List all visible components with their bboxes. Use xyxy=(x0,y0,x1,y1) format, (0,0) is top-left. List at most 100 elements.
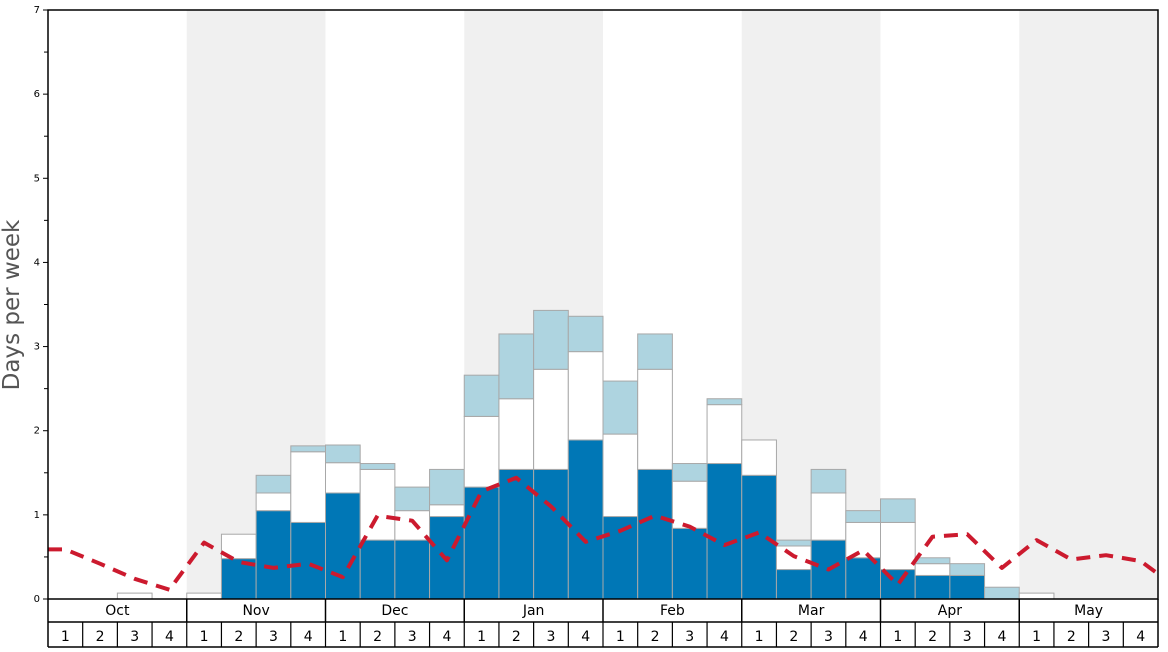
bar-dec-3-segment-1 xyxy=(394,539,431,600)
y-tick-label-0: 0 xyxy=(34,594,40,605)
bar-feb-3-segment-2 xyxy=(671,480,708,529)
month-label-apr: Apr xyxy=(938,603,962,619)
y-tick-label-6: 6 xyxy=(34,89,40,100)
week-label-apr-2: 2 xyxy=(928,629,937,645)
bar-jan-3-segment-3 xyxy=(533,309,569,370)
bar-jan-3-segment-1 xyxy=(533,468,569,600)
week-label-nov-4: 4 xyxy=(304,629,313,645)
bar-apr-3-segment-3 xyxy=(949,563,986,576)
bar-dec-4-segment-3 xyxy=(429,468,465,506)
bar-jan-1-segment-1 xyxy=(463,486,500,600)
bar-nov-4-segment-2 xyxy=(290,451,326,523)
bar-jan-3-segment-2 xyxy=(533,368,569,470)
bar-mar-3-segment-3 xyxy=(810,468,847,494)
bar-jan-2-segment-2 xyxy=(498,398,535,470)
week-label-nov-1: 1 xyxy=(200,629,209,645)
week-label-oct-4: 4 xyxy=(165,629,174,645)
bar-nov-3-segment-3 xyxy=(255,474,292,494)
week-label-jan-3: 3 xyxy=(547,629,556,645)
bar-mar-4-segment-1 xyxy=(845,557,881,600)
bar-dec-3-segment-2 xyxy=(394,510,431,541)
week-label-feb-3: 3 xyxy=(685,629,694,645)
y-tick-label-5: 5 xyxy=(34,173,40,184)
bar-feb-4-segment-2 xyxy=(706,404,743,465)
bar-mar-3-segment-2 xyxy=(810,492,847,541)
bar-jan-1-segment-2 xyxy=(463,415,500,488)
week-label-may-3: 3 xyxy=(1102,629,1111,645)
month-band-may xyxy=(1019,10,1158,599)
month-label-dec: Dec xyxy=(381,603,408,619)
bar-jan-2-segment-3 xyxy=(498,333,535,400)
week-label-may-1: 1 xyxy=(1032,629,1041,645)
bar-dec-1-segment-1 xyxy=(325,492,361,600)
bar-feb-3-segment-1 xyxy=(671,527,708,600)
bar-jan-2-segment-1 xyxy=(498,468,535,600)
bar-mar-4-segment-2 xyxy=(845,521,881,559)
week-label-may-2: 2 xyxy=(1067,629,1076,645)
month-label-mar: Mar xyxy=(798,603,825,619)
week-label-feb-4: 4 xyxy=(720,629,729,645)
bar-mar-2-segment-1 xyxy=(775,569,812,600)
bar-feb-2-segment-3 xyxy=(637,333,673,370)
week-label-feb-1: 1 xyxy=(616,629,625,645)
y-axis-label: Days per week xyxy=(0,219,25,390)
bar-apr-2-segment-3 xyxy=(914,557,951,565)
y-tick-label-2: 2 xyxy=(34,426,40,437)
month-label-feb: Feb xyxy=(660,603,685,619)
bar-feb-4-segment-3 xyxy=(706,398,743,406)
week-label-oct-2: 2 xyxy=(96,629,105,645)
week-label-jan-2: 2 xyxy=(512,629,521,645)
week-label-jan-1: 1 xyxy=(477,629,486,645)
month-band-oct xyxy=(48,10,187,599)
week-label-nov-3: 3 xyxy=(269,629,278,645)
bar-feb-1-segment-2 xyxy=(602,433,639,518)
bar-apr-2-segment-2 xyxy=(914,563,951,576)
week-label-oct-3: 3 xyxy=(130,629,139,645)
week-label-nov-2: 2 xyxy=(234,629,243,645)
bar-nov-3-segment-1 xyxy=(255,510,292,600)
y-tick-label-1: 1 xyxy=(34,510,40,521)
month-label-nov: Nov xyxy=(242,603,269,619)
week-label-apr-3: 3 xyxy=(963,629,972,645)
bar-mar-4-segment-3 xyxy=(845,510,881,523)
bar-oct-3-segment-2 xyxy=(116,592,153,600)
bar-may-1-segment-2 xyxy=(1018,592,1055,600)
month-label-may: May xyxy=(1074,603,1103,619)
bar-apr-4-segment-3 xyxy=(984,586,1020,600)
month-label-oct: Oct xyxy=(105,603,130,619)
bar-feb-2-segment-1 xyxy=(637,468,673,600)
bar-apr-1-segment-3 xyxy=(880,498,916,523)
bar-dec-2-segment-1 xyxy=(359,539,396,600)
week-label-apr-1: 1 xyxy=(893,629,902,645)
bar-nov-4-segment-1 xyxy=(290,521,326,600)
bar-dec-1-segment-3 xyxy=(325,444,361,464)
bar-dec-4-segment-2 xyxy=(429,504,465,518)
week-label-may-4: 4 xyxy=(1136,629,1145,645)
week-label-feb-2: 2 xyxy=(651,629,660,645)
bar-dec-2-segment-2 xyxy=(359,468,396,541)
month-label-jan: Jan xyxy=(522,603,545,619)
week-label-mar-2: 2 xyxy=(789,629,798,645)
week-label-apr-4: 4 xyxy=(997,629,1006,645)
bar-feb-1-segment-3 xyxy=(602,380,639,435)
bar-jan-4-segment-3 xyxy=(567,315,604,353)
bar-jan-1-segment-3 xyxy=(463,374,500,417)
bar-feb-3-segment-3 xyxy=(671,463,708,482)
bar-feb-4-segment-1 xyxy=(706,463,743,600)
bar-feb-2-segment-2 xyxy=(637,368,673,470)
week-label-jan-4: 4 xyxy=(581,629,590,645)
bar-jan-4-segment-2 xyxy=(567,351,604,441)
bar-nov-1-segment-2 xyxy=(186,592,222,600)
bar-apr-2-segment-1 xyxy=(914,574,951,600)
bar-apr-3-segment-1 xyxy=(949,574,986,600)
y-tick-label-3: 3 xyxy=(34,342,40,353)
bar-dec-2-segment-3 xyxy=(359,463,396,470)
bar-dec-3-segment-3 xyxy=(394,486,431,512)
week-label-dec-3: 3 xyxy=(408,629,417,645)
bar-dec-1-segment-2 xyxy=(325,462,361,494)
y-tick-label-7: 7 xyxy=(34,5,40,16)
bar-mar-1-segment-2 xyxy=(741,439,777,476)
average-dashed-line xyxy=(48,475,1160,592)
